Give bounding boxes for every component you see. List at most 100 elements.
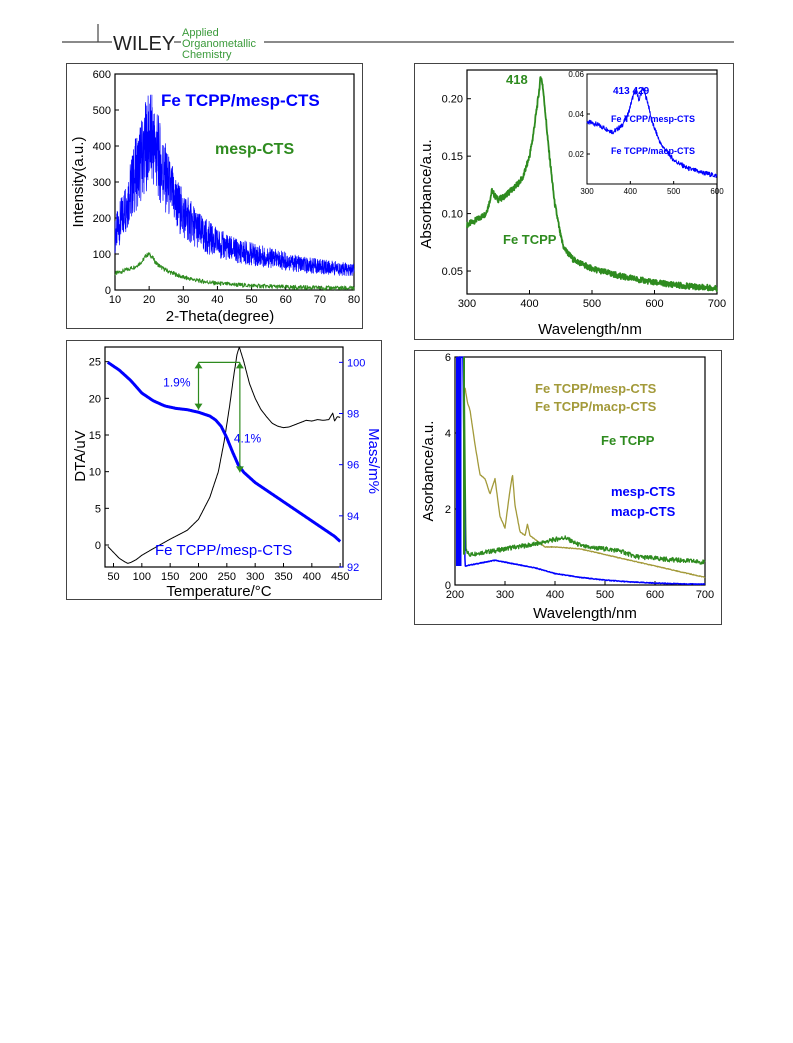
cmp-legend-macp: macp-CTS	[611, 504, 676, 519]
inset-y-tick-label: 0.02	[568, 150, 584, 159]
dta-marker-arrow-2b	[235, 362, 244, 369]
cmp-legend-mesp: mesp-CTS	[611, 484, 676, 499]
inset-peak-labels: 413 429	[613, 86, 650, 97]
cmp-plot-frame	[454, 356, 706, 586]
cmp-x-tick-label: 700	[696, 589, 714, 601]
uvvis-x-axis-label: Wavelength/nm	[538, 321, 642, 338]
cmp-series-fetcpp	[461, 356, 706, 565]
dta-x-axis-label: Temperature/°C	[166, 583, 271, 600]
uvvis-series-fetcpp	[466, 76, 718, 292]
xrd-y-axis-label: Intensity(a.u.)	[70, 137, 87, 228]
xrd-x-tick-label: 80	[348, 294, 360, 306]
inset-y-tick-label: 0.06	[568, 70, 584, 79]
cmp-x-tick-label: 200	[446, 589, 464, 601]
xrd-y-tick-label: 600	[93, 69, 111, 81]
uvvis-y-tick-label: 0.10	[442, 209, 463, 221]
uvvis-y-tick-label: 0.15	[442, 151, 463, 163]
xrd-x-tick-label: 40	[211, 294, 223, 306]
publisher-logo: WILEY	[113, 33, 175, 55]
uvvis-peak-label: 418	[506, 72, 528, 87]
uvvis-x-tick-label: 700	[708, 298, 726, 310]
dta-x-tick-label: 250	[218, 571, 236, 583]
dta-x-tick-label: 450	[331, 571, 349, 583]
dta-x-tick-label: 350	[274, 571, 292, 583]
journal-header-graphic: WILEY Applied Organometallic Chemistry	[62, 24, 734, 61]
xrd-legend-mesp: mesp-CTS	[215, 141, 294, 158]
cmp-series-fetcpp-mesp	[464, 387, 706, 579]
inset-x-tick-label: 400	[624, 187, 638, 196]
xrd-x-tick-label: 20	[143, 294, 155, 306]
dta-y-tick-label: 25	[89, 357, 101, 369]
uvvis-x-tick-label: 300	[458, 298, 476, 310]
uvvis-y-tick-label: 0.20	[442, 94, 463, 106]
cmp-legend-fetcpp: Fe TCPP	[601, 433, 655, 448]
dta-y2-tick-label: 100	[347, 357, 365, 369]
journal-header: WILEY Applied Organometallic Chemistry	[0, 0, 793, 70]
cmp-x-axis-label: Wavelength/nm	[533, 605, 637, 622]
cmp-y-tick-label: 0	[445, 580, 451, 592]
xrd-y-tick-label: 300	[93, 177, 111, 189]
cmp-x-tick-label: 400	[546, 589, 564, 601]
dta-plot-frame	[104, 346, 344, 568]
dta-y2-tick-label: 96	[347, 460, 359, 472]
dta-y-tick-label: 0	[95, 540, 101, 552]
dta-x-tick-label: 150	[161, 571, 179, 583]
dta-y2-tick-label: 94	[347, 511, 359, 523]
dta-marker-arrow-2	[235, 466, 244, 473]
dta-marker-arrow-1	[194, 403, 203, 410]
uvvis-x-tick-label: 500	[583, 298, 601, 310]
uvvis-x-tick-label: 600	[645, 298, 663, 310]
dta-y-tick-label: 10	[89, 467, 101, 479]
uvvis-chart: 300 400 500 600 700 0.05 0.10 0.15 0.20 418 Fe T…	[418, 69, 726, 338]
dta-chart: 50 100 150 200 250 300 350 400 450 0 5 10 15 20 25 92 94…	[72, 346, 382, 600]
dta-series-tg	[106, 361, 342, 543]
cmp-x-tick-label: 500	[596, 589, 614, 601]
inset-x-tick-label: 600	[710, 187, 724, 196]
xrd-y-tick-label: 0	[105, 285, 111, 297]
xrd-y-tick-label: 500	[93, 105, 111, 117]
cmp-series-mesp	[456, 356, 706, 586]
xrd-chart: 10 20 30 40 50 60 70 80 0 100 200 300 400 500 600 Fe T…	[70, 69, 360, 325]
xrd-y-tick-label: 400	[93, 141, 111, 153]
journal-name-line3: Chemistry	[182, 49, 232, 61]
xrd-x-tick-label: 10	[109, 294, 121, 306]
xrd-x-tick-label: 30	[177, 294, 189, 306]
cmp-spike-mesp	[456, 357, 462, 566]
dta-x-tick-label: 400	[303, 571, 321, 583]
inset-legend-macp: Fe TCPP/macp-CTS	[611, 146, 695, 156]
dta-x-tick-label: 300	[246, 571, 264, 583]
xrd-x-tick-label: 50	[245, 294, 257, 306]
dta-y-axis-label: DTA/uV	[72, 430, 89, 481]
dta-x-tick-label: 200	[189, 571, 207, 583]
cmp-x-tick-label: 600	[646, 589, 664, 601]
uvvis-panel: 300 400 500 600 700 0.05 0.10 0.15 0.20 418 Fe T…	[414, 63, 734, 340]
dta-panel: 50 100 150 200 250 300 350 400 450 0 5 10 15 20 25 92 94…	[66, 340, 382, 600]
xrd-y-tick-label: 100	[93, 249, 111, 261]
dta-y2-axis-label: Mass/m%	[365, 428, 382, 494]
cmp-y-axis-label: Asorbance/a.u.	[420, 421, 437, 522]
cmp-x-tick-label: 300	[496, 589, 514, 601]
dta-y-tick-label: 5	[95, 503, 101, 515]
inset-y-tick-label: 0.04	[568, 110, 584, 119]
dta-x-tick-label: 50	[107, 571, 119, 583]
uvvis-series-label: Fe TCPP	[503, 232, 557, 247]
cmp-legend-fetcpp-mesp: Fe TCPP/mesp-CTS	[535, 381, 657, 396]
xrd-panel: 10 20 30 40 50 60 70 80 0 100 200 300 400 500 600 Fe T…	[66, 63, 363, 329]
dta-caption: Fe TCPP/mesp-CTS	[155, 542, 292, 559]
xrd-series-mesp	[114, 252, 355, 291]
xrd-x-tick-label: 60	[280, 294, 292, 306]
xrd-y-tick-label: 200	[93, 213, 111, 225]
uvvis-y-tick-label: 0.05	[442, 266, 463, 278]
inset-x-tick-label: 300	[580, 187, 594, 196]
dta-y2-tick-label: 98	[347, 409, 359, 421]
journal-name-line1: Applied	[182, 27, 219, 39]
cmp-y-tick-label: 6	[445, 352, 451, 364]
journal-name-line2: Organometallic	[182, 38, 256, 50]
xrd-x-axis-label: 2-Theta(degree)	[166, 308, 274, 325]
dta-y-tick-label: 15	[89, 430, 101, 442]
dta-x-tick-label: 100	[133, 571, 151, 583]
dta-annotation-1: 1.9%	[163, 375, 191, 389]
dta-y-tick-label: 20	[89, 393, 101, 405]
cmp-y-tick-label: 2	[445, 504, 451, 516]
